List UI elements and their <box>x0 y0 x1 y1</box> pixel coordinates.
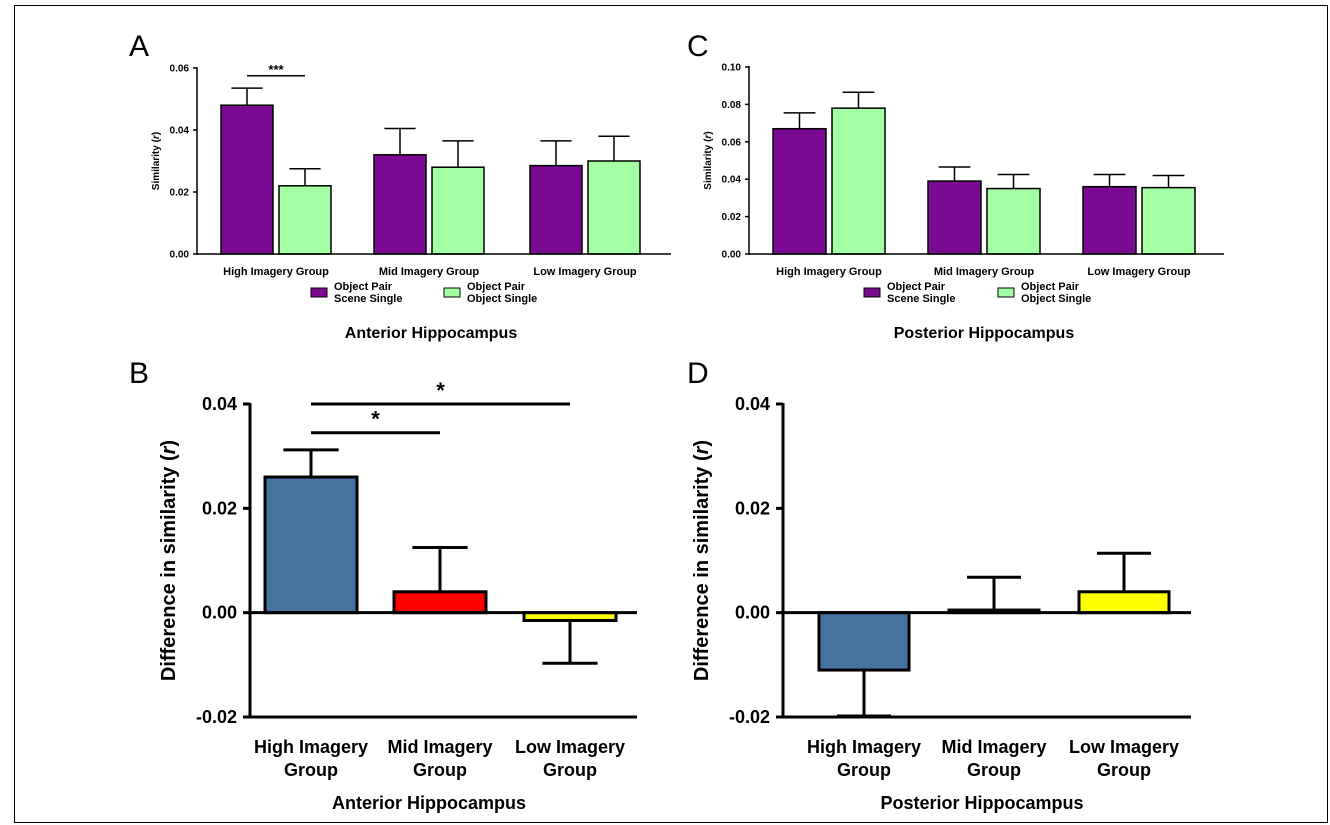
y-tick-label: 0.04 <box>722 175 742 186</box>
y-tick-label: 0.00 <box>735 603 770 623</box>
x-tick-label: Group <box>837 760 891 780</box>
bar <box>831 107 886 255</box>
x-tick-label: Low Imagery Group <box>1087 266 1191 278</box>
legend-label: Object Pair <box>334 281 393 293</box>
y-tick-label: -0.02 <box>196 707 237 727</box>
bar <box>392 590 488 615</box>
y-tick-label: 0.00 <box>170 250 190 261</box>
figure-frame: A High Imagery Group Mid Imagery Group Low … <box>14 5 1328 823</box>
legend-label: Scene Single <box>334 293 402 305</box>
x-tick-label: Group <box>1097 760 1151 780</box>
legend-label: Object Pair <box>1021 281 1080 293</box>
x-tick-label: Low Imagery Group <box>533 266 637 278</box>
y-tick-label: 0.00 <box>722 250 742 261</box>
bar <box>1077 590 1171 615</box>
legend-label: Object Pair <box>467 281 526 293</box>
panel-b: B High Imagery Group Mid Imagery Group Low Im… <box>129 357 637 813</box>
legend-swatch <box>863 287 881 298</box>
bar <box>220 104 274 255</box>
y-axis-label-part: Similarity ( <box>151 138 162 190</box>
legend-swatch <box>443 287 461 298</box>
x-tick-label: High Imagery Group <box>223 266 329 278</box>
bar <box>431 166 485 255</box>
y-tick-label: 0.04 <box>202 394 237 414</box>
x-tick-label: Mid Imagery Group <box>934 266 1035 278</box>
x-tick-label: Mid Imagery <box>941 737 1046 757</box>
bar <box>373 154 427 255</box>
y-axis-label: Difference in similarity (r) <box>691 440 713 681</box>
bar <box>1141 186 1196 255</box>
panel-letter-d: D <box>687 357 709 390</box>
legend-label: Object Pair <box>887 281 946 293</box>
x-axis-title: Anterior Hippocampus <box>332 793 526 813</box>
significance-label: * <box>436 378 445 403</box>
y-axis-label-part: ) <box>151 132 162 135</box>
bar <box>263 475 359 615</box>
y-axis-label-part: r <box>158 445 180 454</box>
x-tick-label: Low Imagery <box>515 737 625 757</box>
y-tick-label: 0.06 <box>170 64 190 75</box>
x-tick-label: High Imagery Group <box>776 266 882 278</box>
panel-letter-a: A <box>129 30 149 63</box>
y-tick-label: 0.04 <box>170 126 190 137</box>
x-tick-label: Mid Imagery Group <box>379 266 480 278</box>
x-tick-label: Group <box>413 760 467 780</box>
legend-label: Object Single <box>467 293 537 305</box>
bar <box>986 187 1041 255</box>
panel-c: C High Imagery Group Mid Imagery Group Low … <box>687 30 1224 342</box>
legend-label: Scene Single <box>887 293 955 305</box>
y-tick-label: 0.02 <box>170 188 190 199</box>
y-tick-label: 0.08 <box>722 100 742 111</box>
y-axis-label-part: Difference in similarity ( <box>691 454 713 681</box>
y-tick-label: 0.02 <box>735 498 770 518</box>
y-axis-label-part: ) <box>703 131 714 134</box>
y-tick-label: 0.06 <box>722 137 742 148</box>
figure-canvas: A High Imagery Group Mid Imagery Group Low … <box>129 30 1224 813</box>
x-tick-label: High Imagery <box>254 737 368 757</box>
y-tick-label: 0.04 <box>735 394 770 414</box>
y-axis-label-part: Difference in similarity ( <box>158 454 180 681</box>
x-tick-label: Group <box>967 760 1021 780</box>
bar <box>1082 185 1137 255</box>
x-axis-title: Posterior Hippocampus <box>894 325 1075 342</box>
y-tick-label: 0.02 <box>202 498 237 518</box>
x-tick-label: Low Imagery <box>1069 737 1179 757</box>
legend-swatch <box>310 287 328 298</box>
significance-label: * <box>371 407 380 432</box>
panel-letter-c: C <box>687 30 709 63</box>
y-axis-label-part: r <box>151 134 162 139</box>
bar <box>278 185 332 255</box>
bar <box>529 164 583 255</box>
y-tick-label: 0.10 <box>722 63 742 74</box>
y-axis-label: Similarity (r) <box>703 131 714 189</box>
panel-letter-b: B <box>129 357 149 390</box>
x-tick-label: Mid Imagery <box>387 737 492 757</box>
legend-label: Object Single <box>1021 293 1091 305</box>
bar <box>772 127 827 255</box>
panel-d: D High Imagery Group Mid Imagery Group Low Im… <box>687 357 1191 813</box>
bar <box>927 180 982 255</box>
legend-swatch <box>997 287 1015 298</box>
x-tick-label: Group <box>284 760 338 780</box>
y-tick-label: -0.02 <box>729 707 770 727</box>
bar <box>817 611 911 672</box>
panel-a: A High Imagery Group Mid Imagery Group Low … <box>129 30 671 342</box>
x-tick-label: Group <box>543 760 597 780</box>
bar <box>587 160 641 255</box>
y-tick-label: 0.00 <box>202 603 237 623</box>
x-axis-title: Anterior Hippocampus <box>345 325 518 342</box>
x-tick-label: High Imagery <box>807 737 921 757</box>
y-axis-label-part: r <box>703 134 714 139</box>
y-axis-label: Difference in similarity (r) <box>158 440 180 681</box>
y-axis-label-part: Similarity ( <box>703 138 714 190</box>
significance-label: *** <box>268 62 284 77</box>
y-axis-label-part: ) <box>158 440 180 447</box>
y-axis-label-part: r <box>691 445 713 454</box>
y-tick-label: 0.02 <box>722 212 742 223</box>
x-axis-title: Posterior Hippocampus <box>880 793 1083 813</box>
y-axis-label-part: ) <box>691 440 713 447</box>
y-axis-label: Similarity (r) <box>151 132 162 190</box>
